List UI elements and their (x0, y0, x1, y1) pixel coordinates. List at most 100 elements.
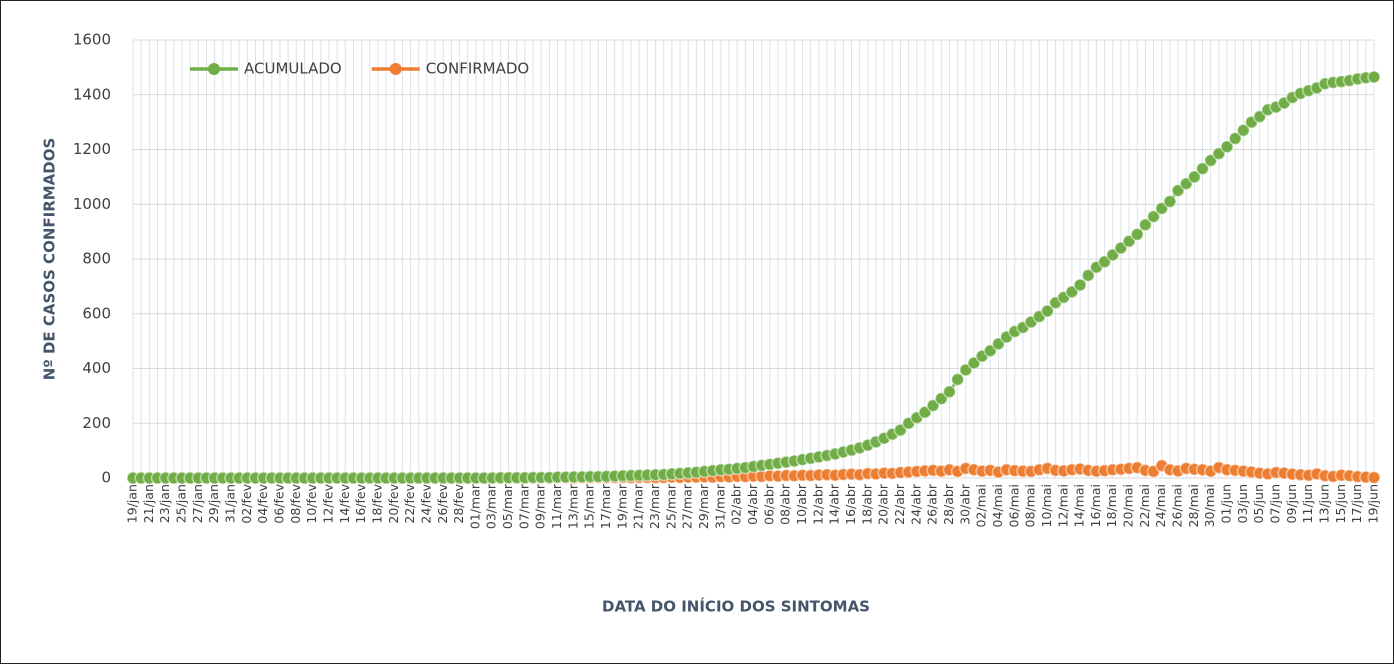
x-tick-label: 08/abr (778, 483, 793, 525)
x-tick-label: 31/mar (712, 483, 727, 529)
x-tick-label: 03/mar (484, 483, 499, 529)
x-tick-label: 09/jun (1284, 484, 1299, 523)
point (950, 372, 965, 387)
x-tick-label: 27/jan (190, 484, 205, 523)
y-tick-label: 800 (82, 250, 111, 268)
x-tick-label: 02/fev (239, 483, 254, 523)
x-tick-label: 11/mar (549, 483, 564, 529)
x-tick-label: 15/jun (1333, 484, 1348, 523)
x-tick-label: 28/mai (1186, 484, 1201, 527)
x-tick-label: 15/mar (582, 483, 597, 529)
x-tick-label: 29/mar (696, 483, 711, 529)
point (1163, 194, 1177, 209)
y-tick-label: 1200 (73, 140, 111, 158)
point (1220, 140, 1234, 154)
x-tick-label: 20/abr (876, 483, 891, 525)
x-tick-label: 18/mai (1104, 484, 1119, 527)
x-tick-label: 19/jun (1366, 484, 1381, 523)
x-tick-label: 13/mar (565, 483, 580, 529)
x-tick-label: 21/jan (141, 484, 156, 523)
x-tick-label: 11/jun (1300, 484, 1315, 523)
y-tick-label: 200 (82, 414, 111, 432)
x-tick-label: 23/jan (157, 484, 172, 523)
x-tick-label: 14/mai (1072, 484, 1087, 527)
point (1228, 131, 1242, 146)
x-tick-label: 04/fev (255, 483, 270, 523)
x-tick-label: 01/mar (467, 483, 482, 529)
x-tick-label: 28/fev (451, 483, 466, 523)
x-tick-label: 24/mai (1153, 484, 1168, 527)
y-tick-label: 1400 (73, 85, 111, 103)
x-tick-label: 10/abr (794, 483, 809, 525)
y-tick-label: 1600 (73, 31, 111, 49)
y-tick-label: 1000 (73, 195, 111, 213)
x-tick-label: 05/mar (500, 483, 515, 529)
point (1195, 161, 1210, 176)
x-tick-label: 19/jan (125, 484, 140, 523)
x-tick-label: 14/abr (827, 483, 842, 525)
y-axis-title: Nº DE CASOS CONFIRMADOS (41, 138, 59, 381)
x-tick-label: 17/jun (1349, 484, 1364, 523)
x-tick-label: 26/mai (1170, 484, 1185, 527)
x-tick-label: 06/fev (271, 483, 286, 523)
x-tick-label: 07/jun (1268, 484, 1283, 523)
x-tick-label: 26/abr (925, 483, 940, 525)
x-tick-label: 28/abr (941, 483, 956, 525)
x-tick-label: 23/mar (647, 483, 662, 529)
x-tick-label: 13/jun (1317, 484, 1332, 523)
x-tick-label: 24/fev (418, 483, 433, 523)
y-tick-label: 400 (82, 359, 111, 377)
x-tick-label: 20/fev (386, 483, 401, 523)
point (1081, 268, 1095, 283)
x-tick-label: 25/mar (663, 483, 678, 529)
x-tick-label: 25/jan (173, 484, 188, 523)
point (1138, 218, 1153, 232)
point (1367, 470, 1381, 485)
x-tick-label: 04/mai (990, 484, 1005, 527)
legend-marker (208, 63, 220, 75)
x-tick-label: 07/mar (516, 483, 531, 529)
x-tick-label: 21/mar (631, 483, 646, 529)
point (942, 385, 957, 399)
point (1367, 70, 1381, 84)
x-tick-label: 26/fev (435, 483, 450, 523)
point (1146, 209, 1161, 224)
point (1236, 123, 1251, 138)
x-tick-label: 10/fev (304, 483, 319, 523)
x-tick-label: 16/mai (1088, 484, 1103, 527)
x-tick-label: 31/jan (222, 484, 237, 523)
point (1073, 278, 1087, 292)
x-tick-label: 16/fev (353, 483, 368, 523)
x-tick-label: 09/mar (533, 483, 548, 529)
x-tick-label: 04/abr (745, 483, 760, 525)
x-tick-label: 17/mar (598, 483, 613, 529)
x-tick-label: 22/mai (1137, 484, 1152, 527)
legend-label: ACUMULADO (244, 60, 342, 78)
x-tick-label: 08/mai (1023, 484, 1038, 527)
x-axis-title: DATA DO INÍCIO DOS SINTOMAS (602, 597, 870, 616)
x-tick-label: 20/mai (1121, 484, 1136, 527)
x-tick-label: 30/mai (1202, 484, 1217, 527)
legend-marker (389, 63, 402, 75)
x-tick-label: 27/mar (680, 483, 695, 529)
point (1187, 170, 1202, 184)
x-tick-label: 19/mar (614, 483, 629, 529)
x-tick-label: 02/abr (729, 483, 744, 525)
x-tick-label: 03/jun (1235, 484, 1250, 523)
x-tick-label: 01/jun (1219, 484, 1234, 523)
x-tick-label: 24/abr (908, 483, 923, 525)
x-tick-label: 08/fev (288, 483, 303, 523)
point (1040, 304, 1055, 318)
x-tick-label: 12/mai (1055, 484, 1070, 527)
x-tick-label: 29/jan (206, 484, 221, 523)
x-tick-label: 22/fev (402, 483, 417, 523)
x-tick-label: 22/abr (892, 483, 907, 525)
x-tick-label: 16/abr (843, 483, 858, 525)
x-tick-label: 05/jun (1251, 484, 1266, 523)
legend-label: CONFIRMADO (426, 60, 530, 78)
x-tick-label: 06/abr (761, 483, 776, 525)
x-tick-label: 18/abr (859, 483, 874, 525)
x-tick-label: 30/abr (957, 483, 972, 525)
